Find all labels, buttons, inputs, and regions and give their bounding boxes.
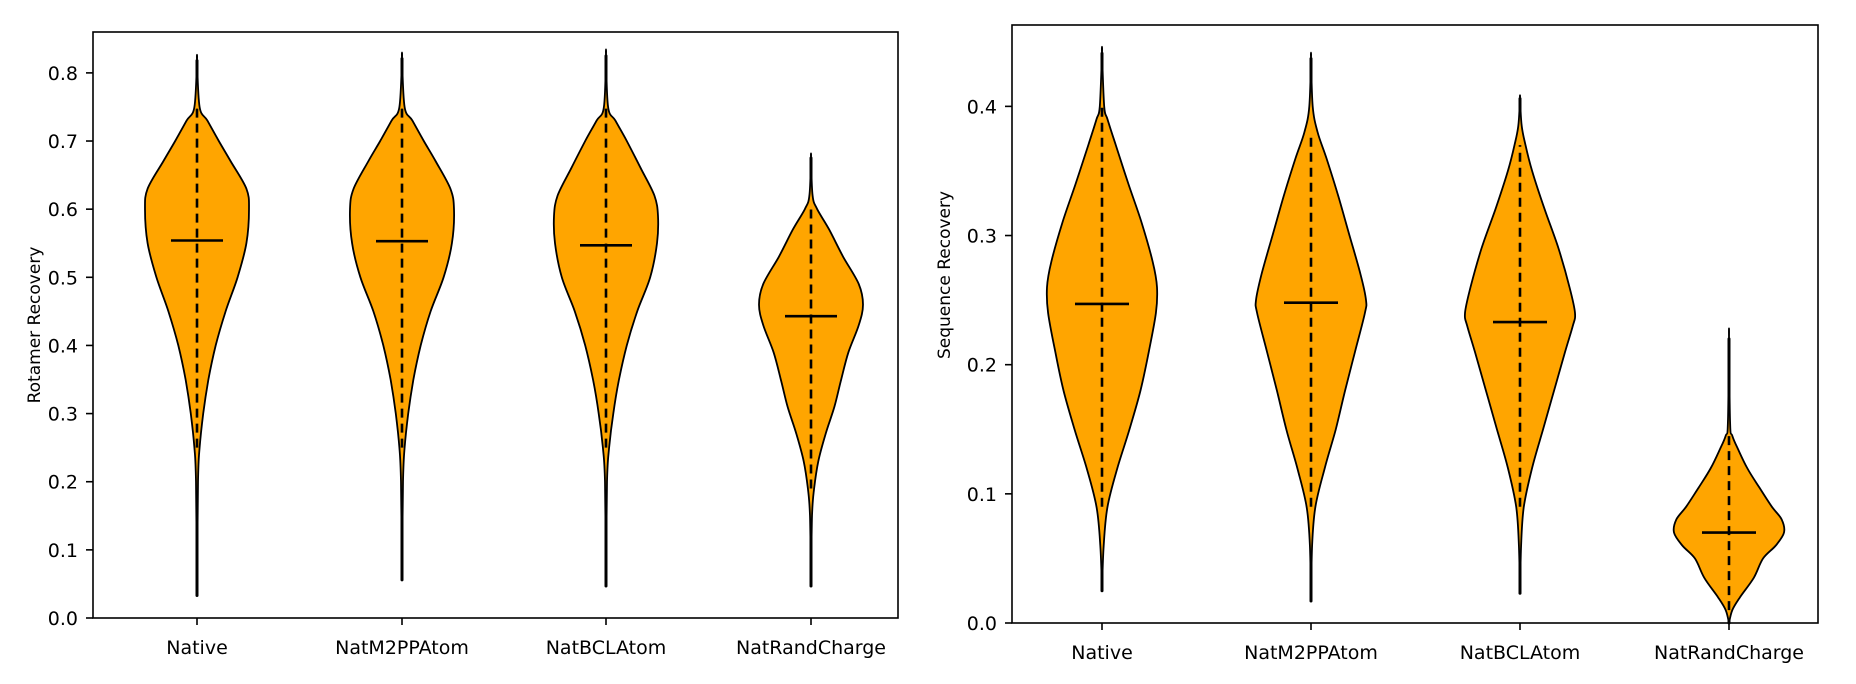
y-tick-label: 0.6 (48, 199, 78, 221)
violin-natm2ppatom (349, 51, 455, 582)
y-tick-label: 0.1 (48, 540, 78, 562)
violin-body (552, 48, 660, 587)
y-tick-label: 0.7 (48, 131, 78, 153)
y-tick-label: 0.4 (48, 335, 78, 357)
violins (1045, 45, 1786, 625)
y-ticks: 0.0 0.1 0.2 0.3 0.4 0.5 0.6 0.7 0.8 (48, 63, 93, 630)
x-tick-label: NatBCLAtom (546, 637, 667, 659)
violin-body (1672, 327, 1786, 624)
x-tick-label: NatM2PPAtom (335, 637, 469, 659)
rotamer-recovery-panel: Rotamer Recovery 0.00.10.20.30.40.50.60.… (25, 31, 899, 659)
plot-frame (92, 31, 899, 619)
x-tick-label: NatM2PPAtom (1244, 642, 1378, 664)
y-tick-label: 0.3 (48, 404, 78, 426)
violin-natbclatom (552, 48, 660, 588)
violin-natrandcharge (758, 152, 864, 588)
x-tick-label: NatBCLAtom (1460, 642, 1581, 664)
y-tick-label: 0.4 (967, 96, 997, 118)
y-tick-label: 0.0 (48, 608, 78, 630)
violin-native (1045, 45, 1159, 593)
violin-body (1254, 51, 1368, 602)
violin-native (144, 53, 250, 598)
x-tick-label: Native (166, 637, 228, 659)
y-axis-title: Sequence Recovery (935, 191, 955, 359)
y-tick-label: 0.5 (48, 267, 78, 289)
sequence-recovery-panel: Sequence Recovery 0.0 0.1 0.2 0.3 0.4 Native… (935, 24, 1819, 664)
x-tick-label: NatRandCharge (1654, 642, 1804, 664)
y-tick-label: 0.8 (48, 63, 78, 85)
violin-body (758, 152, 864, 587)
violin-natrandcharge (1672, 327, 1786, 625)
y-tick-label: 0.0 (967, 613, 997, 635)
y-ticks: 0.0 0.1 0.2 0.3 0.4 (967, 96, 1012, 635)
y-tick-label: 0.2 (967, 355, 997, 377)
x-ticks: Native NatM2PPAtom NatBCLAtom NatRandCharge (166, 618, 886, 659)
plot-frame (1011, 24, 1819, 624)
x-tick-label: NatRandCharge (736, 637, 886, 659)
violin-body (1463, 94, 1577, 594)
y-tick-label: 0.1 (967, 484, 997, 506)
y-tick-label: 0.3 (967, 226, 997, 248)
violin-natbclatom (1463, 94, 1577, 595)
x-tick-label: Native (1071, 642, 1133, 664)
violin-natm2ppatom (1254, 51, 1368, 603)
y-tick-label: 0.2 (48, 472, 78, 494)
x-ticks: Native NatM2PPAtom NatBCLAtom NatRandCharge (1071, 623, 1804, 664)
violin-body (349, 51, 455, 580)
y-axis-title: Rotamer Recovery (25, 247, 45, 404)
violins (144, 48, 864, 598)
